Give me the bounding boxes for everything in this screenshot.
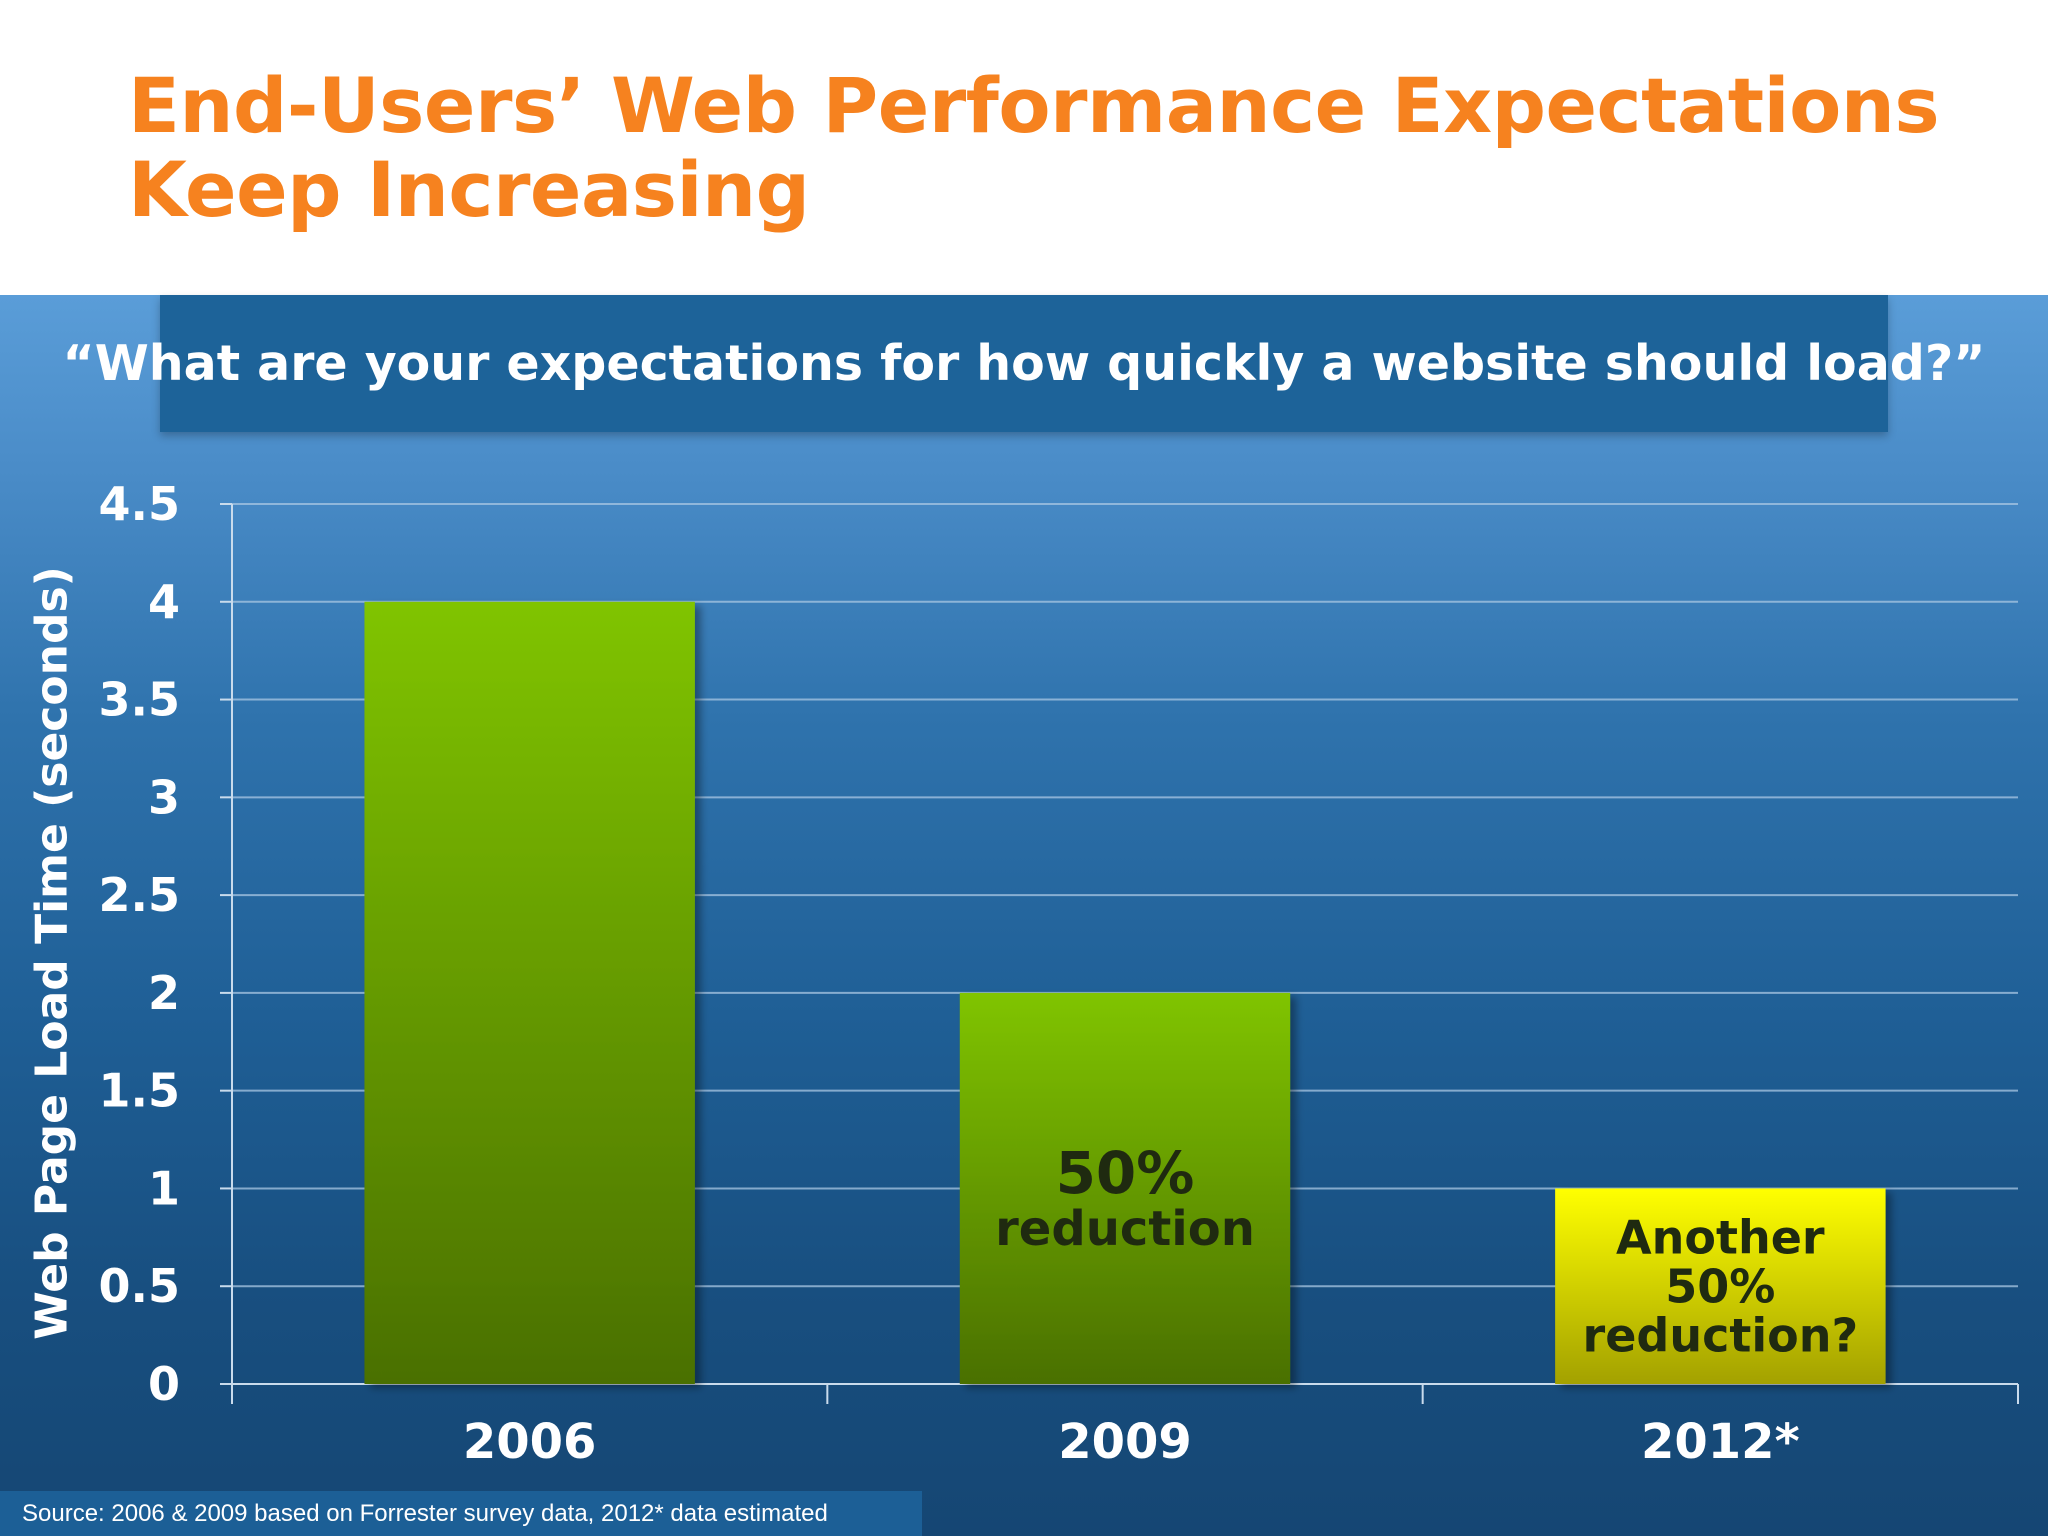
- annotation-line: Another: [1616, 1210, 1825, 1264]
- y-tick-label: 3.5: [99, 673, 181, 727]
- x-tick-labels: 2006 2009 2012*: [463, 1414, 1800, 1470]
- y-tick-label: 4: [148, 575, 180, 629]
- x-tick-label: 2006: [463, 1414, 597, 1470]
- y-tick-label: 3: [148, 770, 180, 824]
- y-tick-label: 4.5: [99, 477, 181, 531]
- x-tick-label: 2012*: [1641, 1414, 1800, 1470]
- bar-2012-star: [1555, 1188, 1886, 1384]
- annotation-line: 50%: [1056, 1139, 1195, 1207]
- annotation-line: 50%: [1665, 1259, 1775, 1313]
- survey-question-banner: “What are your expectations for how quic…: [63, 295, 1986, 432]
- x-tick-label: 2009: [1058, 1414, 1192, 1470]
- bar-2006: [364, 601, 695, 1384]
- y-tick-labels: 0 0.5 1 1.5 2 2.5 3 3.5 4 4.5: [99, 477, 181, 1411]
- y-tick-label: 1.5: [99, 1064, 181, 1118]
- y-tick-label: 1: [148, 1161, 180, 1215]
- y-tick-label: 2.5: [99, 868, 181, 922]
- slide-title-line-2: Keep Increasing: [128, 145, 810, 234]
- annotation-line: reduction?: [1583, 1308, 1859, 1362]
- bar-2009: [959, 992, 1291, 1384]
- y-tick-label: 0.5: [99, 1259, 181, 1313]
- annotation-line: reduction: [995, 1201, 1255, 1257]
- y-tick-label: 2: [148, 966, 180, 1020]
- y-tick-label: 0: [148, 1357, 180, 1411]
- source-note: Source: 2006 & 2009 based on Forrester s…: [0, 1491, 922, 1536]
- slide-title: End-Users’ Web Performance Expectations …: [128, 64, 1978, 232]
- slide-title-line-1: End-Users’ Web Performance Expectations: [128, 61, 1940, 150]
- bars: [364, 601, 1886, 1384]
